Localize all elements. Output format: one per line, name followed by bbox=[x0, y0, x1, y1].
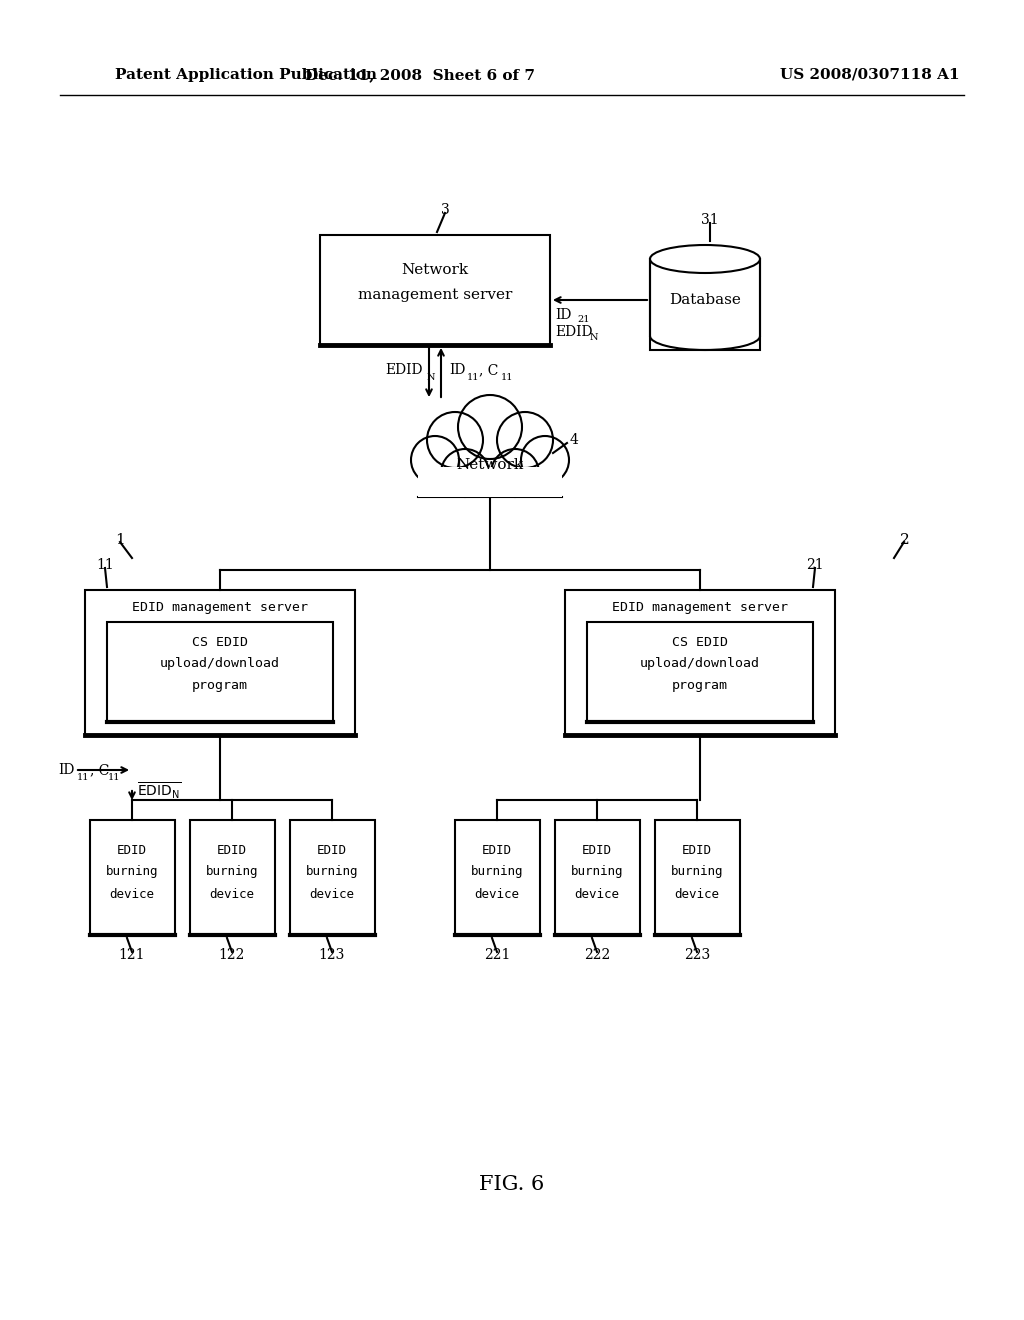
Text: EDID management server: EDID management server bbox=[612, 602, 788, 615]
Text: 121: 121 bbox=[119, 948, 145, 962]
Text: 11: 11 bbox=[467, 374, 479, 383]
Text: device: device bbox=[574, 887, 620, 900]
Text: burning: burning bbox=[570, 866, 624, 879]
Text: device: device bbox=[309, 887, 354, 900]
Text: 4: 4 bbox=[570, 433, 579, 447]
Circle shape bbox=[490, 449, 539, 498]
Bar bbox=[587, 622, 813, 722]
Text: program: program bbox=[193, 680, 248, 693]
Text: Network: Network bbox=[457, 458, 523, 473]
Text: EDID: EDID bbox=[117, 843, 147, 857]
Text: Database: Database bbox=[669, 293, 741, 308]
Text: program: program bbox=[672, 680, 728, 693]
Text: EDID: EDID bbox=[482, 843, 512, 857]
Text: US 2008/0307118 A1: US 2008/0307118 A1 bbox=[780, 69, 959, 82]
Bar bbox=[418, 467, 562, 498]
Ellipse shape bbox=[650, 246, 760, 273]
Text: upload/download: upload/download bbox=[160, 657, 280, 671]
Bar bbox=[650, 259, 760, 350]
Text: , C: , C bbox=[479, 363, 499, 378]
Text: 122: 122 bbox=[219, 948, 245, 962]
Text: 123: 123 bbox=[318, 948, 345, 962]
Text: burning: burning bbox=[206, 866, 258, 879]
Text: 222: 222 bbox=[584, 948, 610, 962]
Text: EDID: EDID bbox=[555, 325, 593, 339]
Bar bbox=[455, 820, 540, 935]
Circle shape bbox=[521, 436, 569, 484]
Circle shape bbox=[411, 436, 459, 484]
Text: EDID management server: EDID management server bbox=[132, 602, 308, 615]
Text: burning: burning bbox=[306, 866, 358, 879]
Text: 31: 31 bbox=[701, 213, 719, 227]
Text: CS EDID: CS EDID bbox=[672, 635, 728, 648]
Bar bbox=[90, 820, 175, 935]
Text: 11: 11 bbox=[77, 772, 89, 781]
Circle shape bbox=[441, 449, 489, 498]
Text: N: N bbox=[427, 374, 435, 383]
Text: device: device bbox=[675, 887, 720, 900]
Text: $\overline{\mathrm{EDID_N}}$: $\overline{\mathrm{EDID_N}}$ bbox=[137, 780, 181, 801]
Bar bbox=[290, 820, 375, 935]
Text: N: N bbox=[590, 333, 598, 342]
Text: 221: 221 bbox=[483, 948, 510, 962]
Text: management server: management server bbox=[357, 288, 512, 302]
Text: 3: 3 bbox=[440, 203, 450, 216]
Circle shape bbox=[497, 412, 553, 469]
Text: EDID: EDID bbox=[385, 363, 423, 378]
Text: Network: Network bbox=[401, 263, 469, 277]
Text: 11: 11 bbox=[96, 558, 114, 572]
Text: device: device bbox=[210, 887, 255, 900]
Text: CS EDID: CS EDID bbox=[193, 635, 248, 648]
Text: EDID: EDID bbox=[582, 843, 612, 857]
Text: Dec. 11, 2008  Sheet 6 of 7: Dec. 11, 2008 Sheet 6 of 7 bbox=[305, 69, 535, 82]
Text: burning: burning bbox=[105, 866, 159, 879]
Text: EDID: EDID bbox=[682, 843, 712, 857]
Text: FIG. 6: FIG. 6 bbox=[479, 1176, 545, 1195]
Text: upload/download: upload/download bbox=[640, 657, 760, 671]
Text: 11: 11 bbox=[501, 374, 513, 383]
Text: ID: ID bbox=[555, 308, 571, 322]
Text: 21: 21 bbox=[577, 315, 590, 325]
Text: , C: , C bbox=[90, 763, 110, 777]
Circle shape bbox=[458, 395, 522, 459]
Text: EDID: EDID bbox=[317, 843, 347, 857]
Text: device: device bbox=[474, 887, 519, 900]
Text: Patent Application Publication: Patent Application Publication bbox=[115, 69, 377, 82]
Text: ID: ID bbox=[58, 763, 75, 777]
Text: 2: 2 bbox=[900, 533, 909, 546]
Text: 21: 21 bbox=[806, 558, 824, 572]
Text: ID: ID bbox=[449, 363, 465, 378]
Bar bbox=[85, 590, 355, 735]
Text: EDID: EDID bbox=[217, 843, 247, 857]
Text: 11: 11 bbox=[108, 772, 121, 781]
Bar bbox=[319, 235, 550, 345]
Bar bbox=[106, 622, 333, 722]
Text: device: device bbox=[110, 887, 155, 900]
Text: 1: 1 bbox=[115, 533, 125, 546]
Text: burning: burning bbox=[471, 866, 523, 879]
Circle shape bbox=[427, 412, 483, 469]
Bar bbox=[655, 820, 740, 935]
Bar bbox=[190, 820, 275, 935]
Bar bbox=[555, 820, 640, 935]
Text: 223: 223 bbox=[684, 948, 710, 962]
Text: burning: burning bbox=[671, 866, 723, 879]
Bar bbox=[565, 590, 835, 735]
